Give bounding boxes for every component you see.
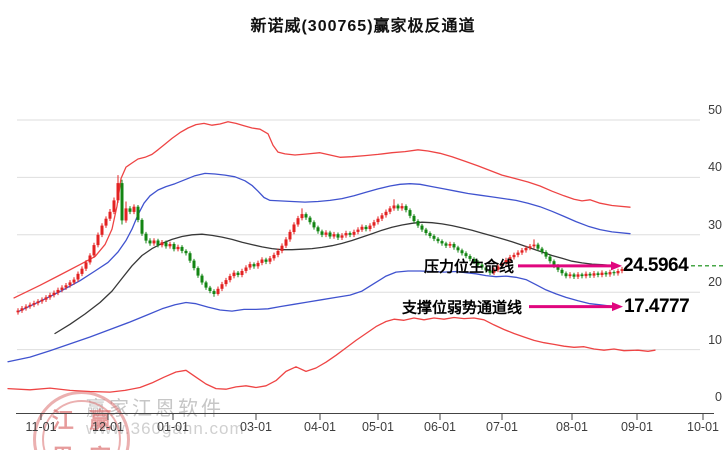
candlesticks <box>16 175 624 315</box>
y-axis-label: 50 <box>708 103 722 117</box>
upper-channel-blue-line <box>17 172 631 313</box>
x-axis-label: 08-01 <box>556 420 588 434</box>
x-axis-label: 05-01 <box>362 420 394 434</box>
seal-character: 江 <box>51 407 74 433</box>
seal-character: 家 <box>89 447 111 450</box>
lifeline-black-line <box>54 221 619 335</box>
x-axis-label: 11-01 <box>25 420 57 434</box>
y-axis-label: 30 <box>708 217 722 232</box>
y-axis-label: 20 <box>708 275 722 290</box>
support-arrow-head <box>612 302 623 312</box>
x-axis-label: 04-01 <box>304 420 336 434</box>
x-axis-label: 01-01 <box>157 420 189 434</box>
support-channel-label: 支撑位弱势通道线 <box>401 299 522 317</box>
page-title: 新诺威(300765)赢家极反通道 <box>250 18 476 35</box>
lower-channel-blue-line <box>7 270 621 363</box>
x-axis-label: 06-01 <box>424 420 456 434</box>
x-axis-label: 12-01 <box>92 420 124 434</box>
y-axis-label: 40 <box>708 160 722 175</box>
seal-character: 赢 <box>89 407 112 433</box>
pressure-arrow-head <box>611 261 622 271</box>
x-axis-label: 09-01 <box>621 420 653 434</box>
y-axis-label: 0 <box>715 390 722 404</box>
pressure-lifeline-value: 24.5964 <box>623 254 689 276</box>
x-axis-label: 03-01 <box>240 420 272 434</box>
lower-rail-red-line <box>7 316 656 393</box>
y-axis-label: 10 <box>708 332 722 347</box>
upper-rail-red-line <box>13 121 631 299</box>
seal-character: 恩 <box>52 447 74 450</box>
support-channel-value: 17.4777 <box>624 295 690 317</box>
x-axis-label: 10-01 <box>687 420 719 434</box>
pressure-lifeline-label: 压力位生命线 <box>423 258 514 276</box>
x-axis-label: 07-01 <box>486 420 518 434</box>
